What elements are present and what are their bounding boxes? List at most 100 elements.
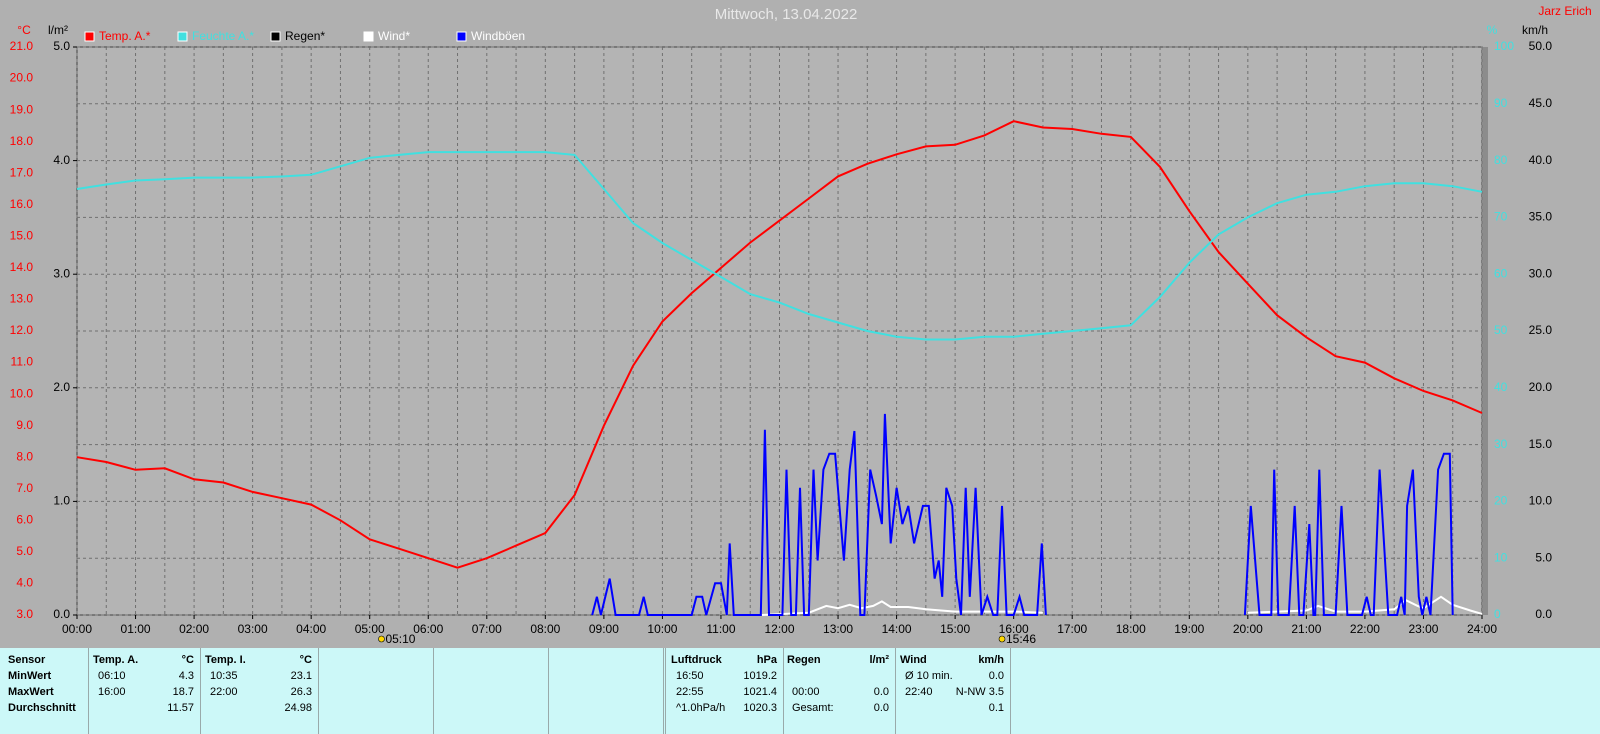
y-tick-label: 11.0 xyxy=(11,355,34,369)
column-title: Temp. A. xyxy=(93,654,139,666)
y_rain-tick-label: 5.0 xyxy=(53,39,70,53)
x-tick-label: 03:00 xyxy=(238,622,268,636)
stats-column: Temp. I. °C 10:35 23.1 22:00 26.3 24.98 xyxy=(200,648,319,734)
legend-label: Windböen xyxy=(471,29,525,43)
row-time: 22:55 xyxy=(676,686,704,698)
y-tick-label: 12.0 xyxy=(10,323,34,337)
column-unit: °C xyxy=(299,654,312,666)
x-tick-label: 20:00 xyxy=(1233,622,1263,636)
row-time: 06:10 xyxy=(98,670,126,682)
y-tick-label: 20.0 xyxy=(10,71,34,85)
column-title: Sensor xyxy=(8,654,46,666)
x-tick-label: 18:00 xyxy=(1116,622,1146,636)
row-value: 0.0 xyxy=(873,686,889,698)
row-value: 11.57 xyxy=(167,702,194,714)
annotation-label: 15:46 xyxy=(1006,632,1036,646)
column-title: Wind xyxy=(900,654,927,666)
x-tick-label: 02:00 xyxy=(179,622,209,636)
legend-label: Regen* xyxy=(285,29,325,43)
y2-tick-label: 70 xyxy=(1494,210,1508,224)
y-tick-label: 5.0 xyxy=(16,544,33,558)
x-tick-label: 06:00 xyxy=(413,622,443,636)
y3-tick-label: 5.0 xyxy=(1535,550,1552,564)
empty-column xyxy=(433,648,549,734)
column-title: Regen xyxy=(787,654,821,666)
series-line xyxy=(76,151,1483,341)
y2-tick-label: 10 xyxy=(1494,550,1508,564)
y_rain-tick-label: 3.0 xyxy=(53,266,70,280)
legend-label: Temp. A.* xyxy=(99,29,151,43)
x-tick-label: 04:00 xyxy=(296,622,326,636)
chart-title: Mittwoch, 13.04.2022 xyxy=(715,6,858,23)
row-time: 16:00 xyxy=(98,686,126,698)
y-tick-label: 14.0 xyxy=(10,260,34,274)
column-unit: km/h xyxy=(978,654,1004,666)
row-time: ^1.0hPa/h xyxy=(676,702,726,714)
sensor-column: Sensor MinWert MaxWert Durchschnitt xyxy=(0,648,89,734)
row-value: 0.1 xyxy=(988,702,1004,714)
x-tick-label: 13:00 xyxy=(823,622,853,636)
series-line xyxy=(591,413,1047,616)
series-line xyxy=(1243,452,1454,616)
legend-swatch xyxy=(84,31,95,42)
x-tick-label: 12:00 xyxy=(764,622,794,636)
row-value: 4.3 xyxy=(178,670,194,682)
y3-tick-label: 25.0 xyxy=(1529,323,1553,337)
y-tick-label: 4.0 xyxy=(16,576,33,590)
stats-column: Wind km/h Ø 10 min. 0.0 22:40 N-NW 3.5 0.1 xyxy=(895,648,1011,734)
author: Jarz Erich xyxy=(1538,4,1591,18)
y-tick-label: 19.0 xyxy=(10,102,34,116)
y-tick-label: 9.0 xyxy=(16,418,33,432)
row-value: 1019.2 xyxy=(743,670,777,682)
row-time: Ø 10 min. xyxy=(905,670,953,682)
y-axis-title: °C xyxy=(17,23,31,37)
row-time: 22:40 xyxy=(905,686,933,698)
x-tick-label: 09:00 xyxy=(589,622,619,636)
row-time: 16:50 xyxy=(676,670,704,682)
row-value: 0.0 xyxy=(873,702,889,714)
y_rain-tick-label: 1.0 xyxy=(53,494,70,508)
y-tick-label: 8.0 xyxy=(16,449,33,463)
x-tick-label: 16:00 xyxy=(999,622,1029,636)
y3-tick-label: 50.0 xyxy=(1529,39,1553,53)
y3-tick-label: 0.0 xyxy=(1535,607,1552,621)
y-tick-label: 21.0 xyxy=(10,39,34,53)
plot-edge xyxy=(1482,47,1488,615)
rain-axis-title: l/m² xyxy=(48,23,68,37)
y3-tick-label: 20.0 xyxy=(1529,380,1553,394)
x-tick-label: 24:00 xyxy=(1467,622,1497,636)
x-tick-label: 11:00 xyxy=(706,622,735,636)
y-tick-label: 3.0 xyxy=(16,607,33,621)
y2-tick-label: 0 xyxy=(1494,607,1501,621)
x-tick-label: 05:00 xyxy=(355,622,385,636)
x-tick-label: 15:00 xyxy=(940,622,970,636)
x-tick-label: 01:00 xyxy=(121,622,151,636)
y-tick-label: 15.0 xyxy=(10,229,34,243)
y_rain-tick-label: 4.0 xyxy=(53,153,70,167)
row-label: MinWert xyxy=(8,670,52,682)
stats-table: Sensor MinWert MaxWert Durchschnitt Temp. A.… xyxy=(0,648,1600,734)
x-tick-label: 22:00 xyxy=(1350,622,1380,636)
column-unit: °C xyxy=(181,654,194,666)
y3-tick-label: 10.0 xyxy=(1529,494,1553,508)
x-tick-label: 07:00 xyxy=(472,622,502,636)
legend-swatch xyxy=(270,31,281,42)
x-tick-label: 17:00 xyxy=(1057,622,1087,636)
y-tick-label: 6.0 xyxy=(16,513,33,527)
legend-label: Wind* xyxy=(378,29,410,43)
x-tick-label: 00:00 xyxy=(62,622,92,636)
y2-tick-label: 90 xyxy=(1494,96,1508,110)
row-time: 00:00 xyxy=(792,686,820,698)
row-time: Gesamt: xyxy=(792,702,834,714)
y-tick-label: 16.0 xyxy=(10,197,34,211)
row-value: 0.0 xyxy=(988,670,1004,682)
y_rain-tick-label: 2.0 xyxy=(53,380,70,394)
x-tick-label: 10:00 xyxy=(647,622,677,636)
y3-tick-label: 15.0 xyxy=(1529,437,1553,451)
column-title: Luftdruck xyxy=(671,654,722,666)
row-value: 23.1 xyxy=(290,670,312,682)
y3-tick-label: 40.0 xyxy=(1529,153,1553,167)
row-value: 18.7 xyxy=(172,686,194,698)
annotation-label: 05:10 xyxy=(385,632,415,646)
y-tick-label: 13.0 xyxy=(10,292,34,306)
